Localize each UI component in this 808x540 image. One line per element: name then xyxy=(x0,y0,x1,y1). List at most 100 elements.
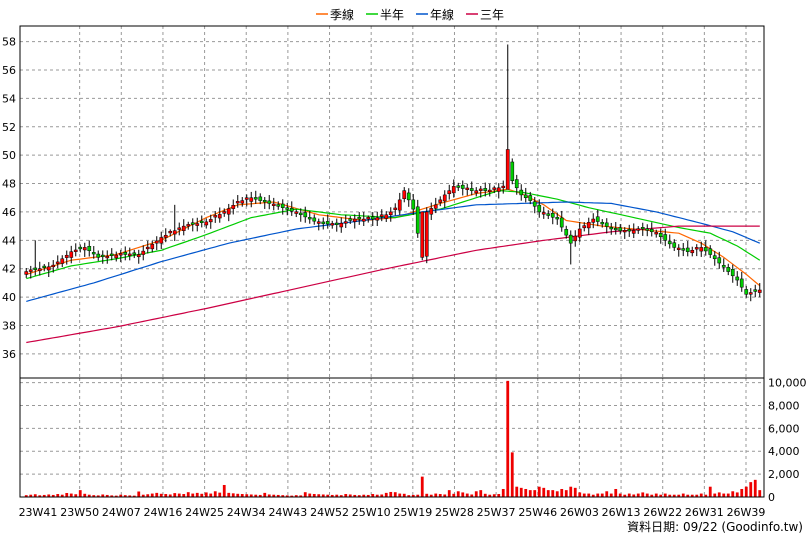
x-tick-label: 25W10 xyxy=(352,506,391,519)
volume-bar xyxy=(263,492,267,497)
candle-body xyxy=(546,213,551,216)
volume-bar xyxy=(699,493,703,497)
volume-bar xyxy=(362,494,366,497)
volume-bar xyxy=(128,495,132,497)
volume-bar xyxy=(708,486,712,497)
candle-body xyxy=(361,218,366,222)
x-tick-label: 26W22 xyxy=(643,506,682,519)
volume-bar xyxy=(654,493,658,497)
volume-bar xyxy=(753,479,757,497)
candle-body xyxy=(222,211,227,214)
volume-bar xyxy=(569,486,573,497)
volume-bar xyxy=(294,495,298,497)
candle-body xyxy=(276,204,281,207)
volume-bar xyxy=(254,494,258,497)
candle-body xyxy=(690,250,695,254)
volume-bar xyxy=(501,488,505,497)
volume-bar xyxy=(227,492,231,497)
volume-bar xyxy=(609,493,613,497)
candle-body xyxy=(649,229,654,233)
price-tick-label: 36 xyxy=(2,348,16,361)
volume-bar xyxy=(317,494,321,497)
candle-body xyxy=(307,217,312,220)
volume-panel: 0 2,000 4,000 6,000 8,000 10,000 xyxy=(20,377,807,504)
volume-bar xyxy=(357,495,361,497)
volume-bar xyxy=(726,493,730,497)
price-tick-label: 44 xyxy=(2,234,16,247)
volume-bar xyxy=(56,494,60,497)
volume-bar xyxy=(416,494,420,497)
candle-body xyxy=(627,229,632,232)
candlesticks xyxy=(24,44,762,302)
volume-bar xyxy=(321,494,325,497)
volume-bar xyxy=(24,495,28,497)
x-tick-label: 24W25 xyxy=(185,506,224,519)
volume-bar xyxy=(623,494,627,497)
volume-bar xyxy=(452,493,456,497)
candle-body xyxy=(73,249,78,252)
candle-body xyxy=(519,189,524,196)
price-tick-label: 48 xyxy=(2,178,16,191)
volume-bar xyxy=(587,493,591,497)
candle-body xyxy=(87,246,92,251)
volume-bar xyxy=(483,493,487,497)
candle-body xyxy=(186,224,191,227)
candle-body xyxy=(145,246,150,250)
volume-tick-label: 8,000 xyxy=(768,399,800,412)
volume-bar xyxy=(591,494,595,497)
candle-body xyxy=(730,269,735,277)
volume-bar xyxy=(366,494,370,497)
volume-bar xyxy=(542,487,546,497)
candle-body xyxy=(514,179,519,189)
candle-body xyxy=(195,223,200,226)
volume-bar xyxy=(375,494,379,497)
volume-bar xyxy=(528,490,532,497)
candle-body xyxy=(163,234,168,238)
volume-bar xyxy=(506,380,510,497)
candle-body xyxy=(168,230,173,234)
candle-body xyxy=(280,203,285,208)
volume-bar xyxy=(515,486,519,497)
volume-bar xyxy=(231,493,235,497)
x-tick-label: 23W50 xyxy=(60,506,99,519)
volume-bar xyxy=(38,495,42,497)
volume-bar xyxy=(299,495,303,497)
legend: 季線 半年 年線 三年 xyxy=(316,7,504,22)
volume-panel-border xyxy=(19,377,765,498)
candle-body xyxy=(24,271,29,275)
candle-body xyxy=(501,185,506,189)
candle-body xyxy=(748,292,753,295)
candle-body xyxy=(231,205,236,209)
candle-body xyxy=(555,217,560,220)
volume-bar xyxy=(731,491,735,497)
candle-body xyxy=(217,214,222,219)
volume-bar xyxy=(560,488,564,497)
candle-body xyxy=(177,227,182,230)
volume-bar xyxy=(96,495,100,497)
candle-body xyxy=(132,252,137,255)
candle-body xyxy=(712,255,717,260)
volume-bar xyxy=(636,493,640,497)
x-tick-label: 26W13 xyxy=(602,506,641,519)
volume-bar xyxy=(425,493,429,497)
candle-body xyxy=(258,196,263,201)
candle-body xyxy=(622,230,627,233)
candle-body xyxy=(136,254,141,258)
data-date-footnote: 資料日期: 09/22 (Goodinfo.tw) xyxy=(627,520,803,534)
candle-body xyxy=(618,227,623,232)
volume-bar xyxy=(78,490,82,497)
volume-bar xyxy=(92,495,96,497)
candle-body xyxy=(492,187,497,190)
candle-body xyxy=(37,268,42,272)
candle-body xyxy=(667,241,672,245)
volume-bar xyxy=(245,494,249,497)
candle-body xyxy=(123,251,128,255)
volume-bar xyxy=(722,493,726,497)
volume-bar xyxy=(492,494,496,497)
volume-bar xyxy=(735,492,739,497)
volume-bar xyxy=(672,494,676,497)
x-tick-label: 23W41 xyxy=(19,506,58,519)
volume-bars xyxy=(24,380,762,497)
volume-bar xyxy=(281,495,285,497)
